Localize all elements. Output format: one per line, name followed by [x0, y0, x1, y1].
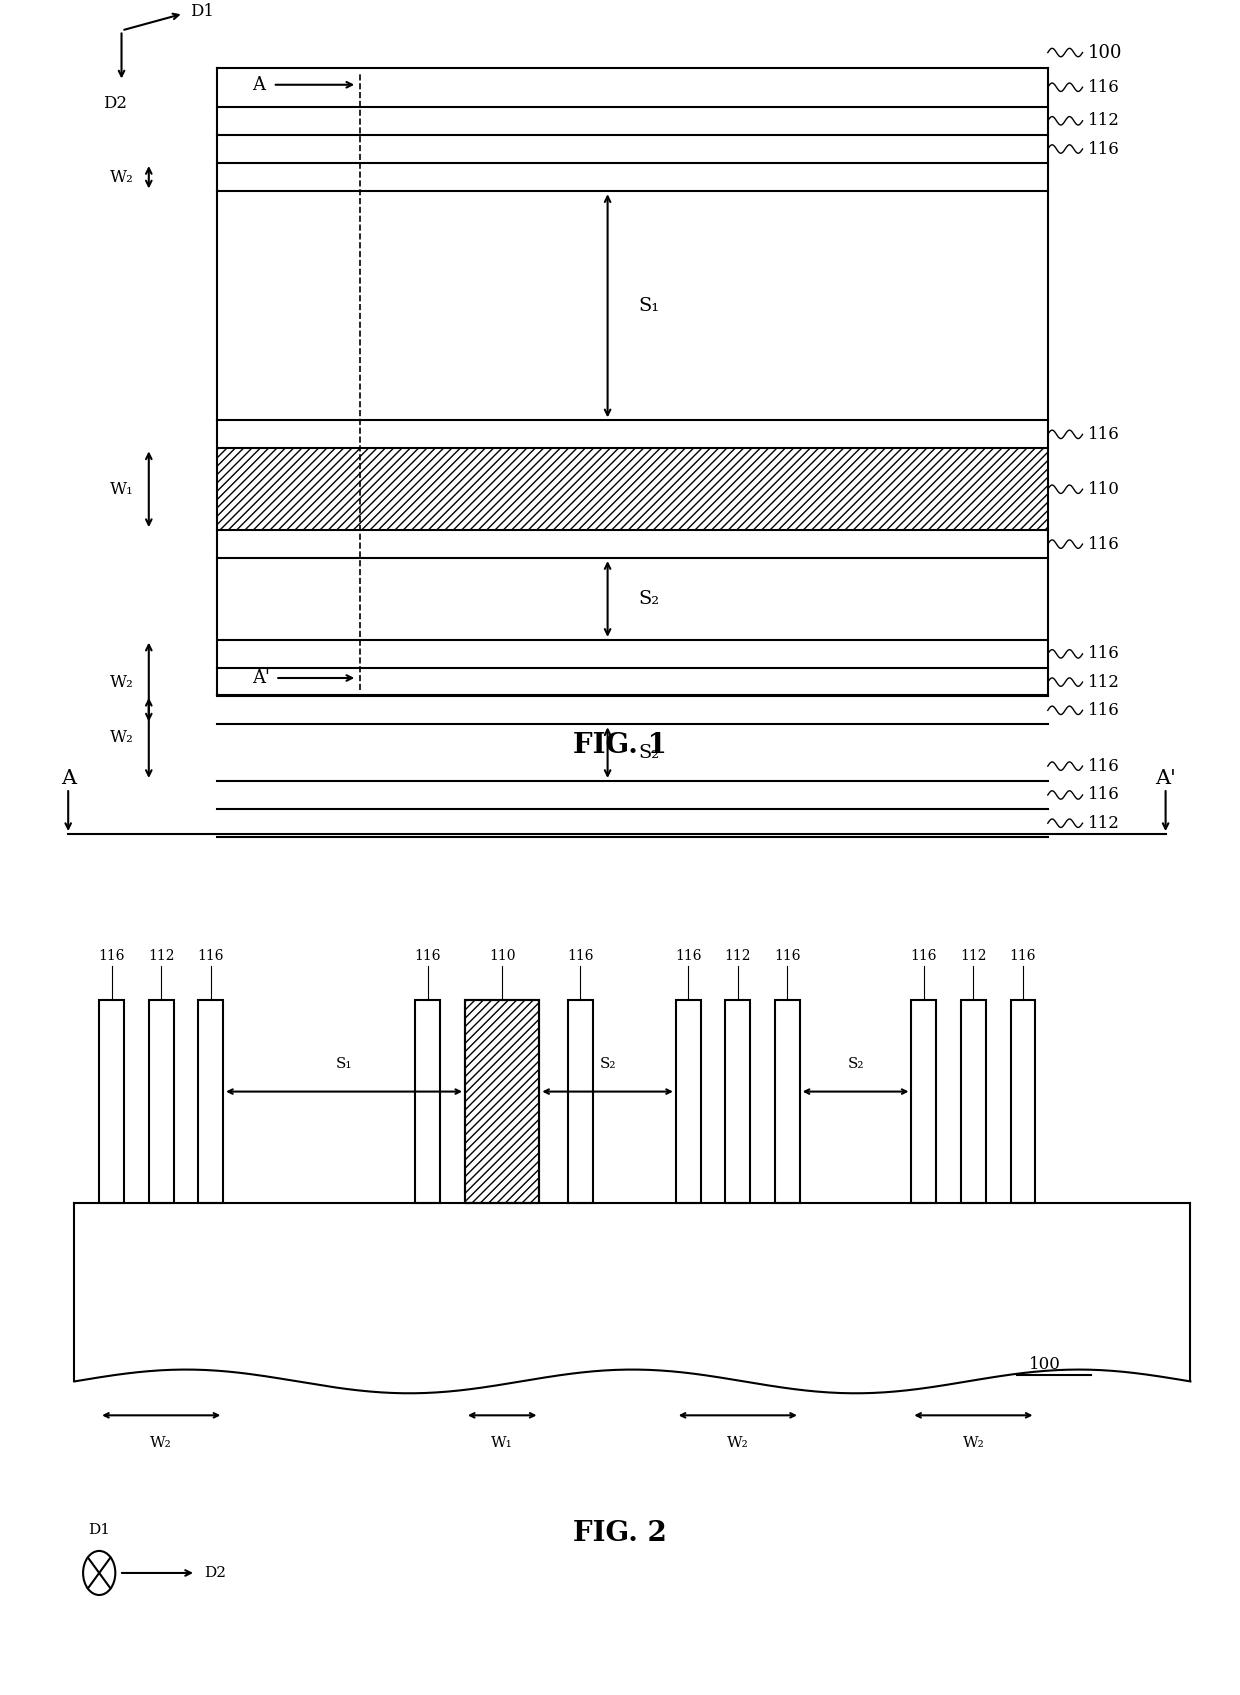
Text: W₂: W₂	[150, 1436, 172, 1449]
Bar	[217, 449, 1048, 531]
Text: S₂: S₂	[639, 744, 660, 761]
Bar	[1011, 1000, 1035, 1203]
Text: 100: 100	[1087, 44, 1122, 61]
Bar	[911, 1000, 936, 1203]
Text: D1: D1	[190, 3, 213, 20]
Text: 116: 116	[1087, 78, 1120, 95]
Text: A': A'	[252, 670, 269, 686]
Text: S₁: S₁	[639, 297, 660, 315]
Text: 110: 110	[489, 949, 516, 963]
Bar	[149, 1000, 174, 1203]
Text: 116: 116	[567, 949, 594, 963]
Text: S₂: S₂	[599, 1058, 616, 1071]
Text: 116: 116	[1087, 758, 1120, 775]
Text: FIG. 1: FIG. 1	[573, 732, 667, 759]
Text: 116: 116	[414, 949, 441, 963]
Bar	[568, 1000, 593, 1203]
Text: W₂: W₂	[727, 1436, 749, 1449]
Bar	[676, 1000, 701, 1203]
Text: 116: 116	[1087, 141, 1120, 158]
Text: 116: 116	[910, 949, 937, 963]
Text: A': A'	[1156, 768, 1176, 788]
Text: 116: 116	[1087, 702, 1120, 719]
Text: S₂: S₂	[847, 1058, 864, 1071]
Text: 112: 112	[960, 949, 987, 963]
Text: 100: 100	[1029, 1356, 1061, 1373]
Text: 110: 110	[1087, 481, 1120, 498]
Text: 112: 112	[148, 949, 175, 963]
Bar	[725, 1000, 750, 1203]
Text: 116: 116	[1009, 949, 1037, 963]
Text: S₁: S₁	[336, 1058, 352, 1071]
Text: W₂: W₂	[110, 673, 134, 690]
Bar	[465, 1000, 539, 1203]
Text: 116: 116	[1087, 536, 1120, 553]
Bar	[415, 1000, 440, 1203]
Text: S₂: S₂	[639, 590, 660, 609]
Text: D1: D1	[88, 1524, 110, 1537]
Text: 116: 116	[675, 949, 702, 963]
Text: 116: 116	[197, 949, 224, 963]
Bar	[961, 1000, 986, 1203]
Text: W₂: W₂	[962, 1436, 985, 1449]
Text: D2: D2	[103, 95, 128, 112]
Text: 112: 112	[724, 949, 751, 963]
Text: 116: 116	[98, 949, 125, 963]
Text: 112: 112	[1087, 673, 1120, 690]
Text: A: A	[252, 76, 264, 93]
Text: 112: 112	[1087, 112, 1120, 129]
Text: FIG. 2: FIG. 2	[573, 1520, 667, 1548]
Bar	[99, 1000, 124, 1203]
Text: W₂: W₂	[110, 170, 134, 186]
Text: W₁: W₁	[491, 1436, 513, 1449]
Text: A: A	[61, 768, 76, 788]
Text: 112: 112	[1087, 815, 1120, 832]
Text: 116: 116	[1087, 646, 1120, 663]
Text: 116: 116	[1087, 425, 1120, 442]
Bar	[465, 1000, 539, 1203]
Text: 116: 116	[774, 949, 801, 963]
Text: W₁: W₁	[110, 481, 134, 498]
Text: W₂: W₂	[110, 729, 134, 746]
Bar	[198, 1000, 223, 1203]
Text: 116: 116	[1087, 786, 1120, 803]
Bar	[775, 1000, 800, 1203]
Text: D2: D2	[205, 1566, 227, 1580]
